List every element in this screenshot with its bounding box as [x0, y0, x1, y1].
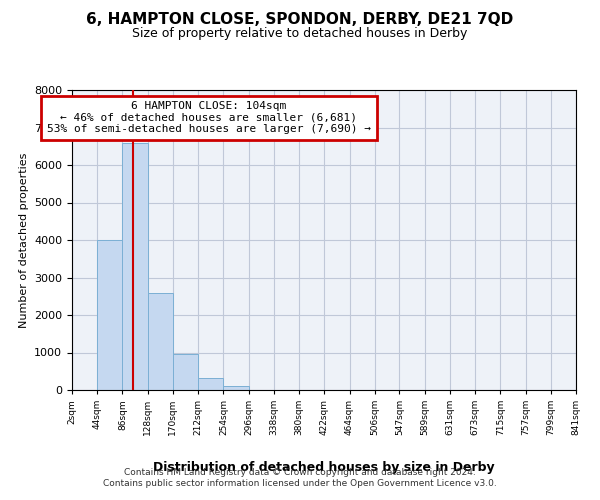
Y-axis label: Number of detached properties: Number of detached properties: [19, 152, 29, 328]
Text: Contains HM Land Registry data © Crown copyright and database right 2024.
Contai: Contains HM Land Registry data © Crown c…: [103, 468, 497, 487]
Text: 6 HAMPTON CLOSE: 104sqm
← 46% of detached houses are smaller (6,681)
53% of semi: 6 HAMPTON CLOSE: 104sqm ← 46% of detache…: [47, 101, 371, 134]
Text: Size of property relative to detached houses in Derby: Size of property relative to detached ho…: [133, 28, 467, 40]
Bar: [97, 240, 122, 390]
Text: Distribution of detached houses by size in Derby: Distribution of detached houses by size …: [153, 461, 495, 474]
Bar: [122, 142, 148, 390]
Bar: [173, 354, 198, 390]
Text: 6, HAMPTON CLOSE, SPONDON, DERBY, DE21 7QD: 6, HAMPTON CLOSE, SPONDON, DERBY, DE21 7…: [86, 12, 514, 28]
Bar: [148, 292, 173, 390]
Bar: [198, 378, 223, 390]
Bar: [223, 386, 248, 390]
